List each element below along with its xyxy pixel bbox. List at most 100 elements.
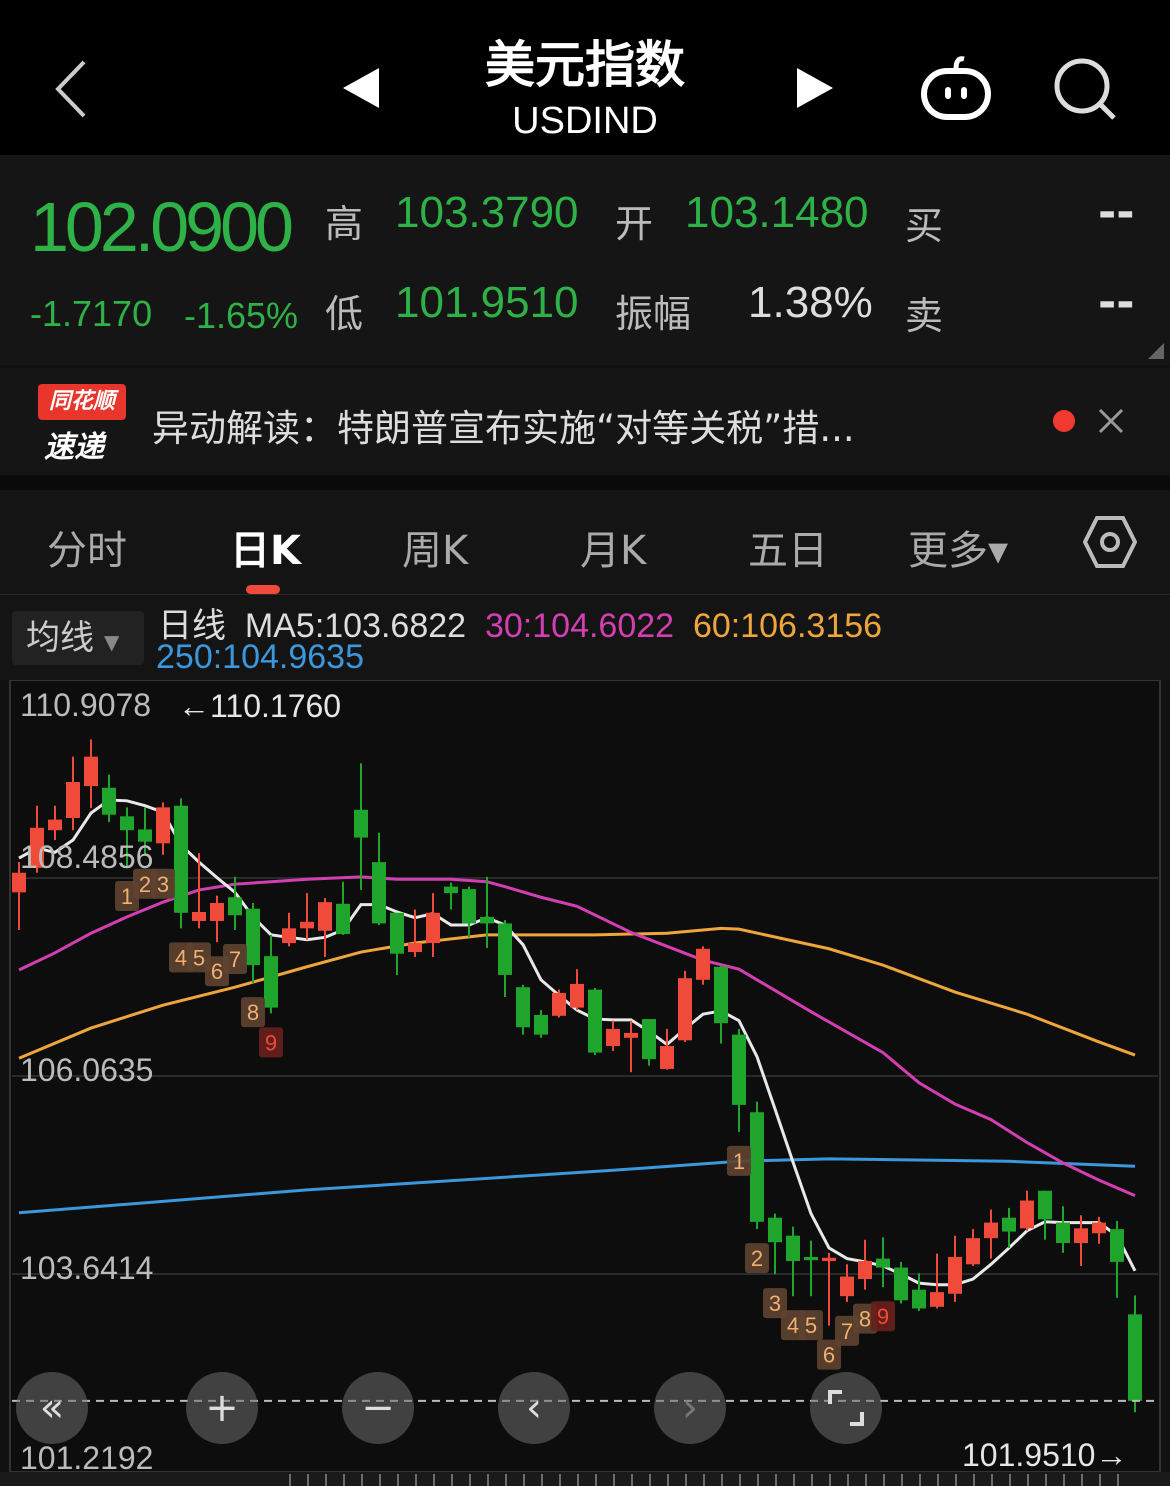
td-marker-box	[763, 1288, 787, 1319]
td-marker-label: 5	[805, 1313, 817, 1338]
robot-assistant-icon[interactable]	[918, 55, 994, 123]
candle-body	[966, 1238, 980, 1265]
candle-body	[714, 966, 728, 1024]
td-marker-box	[259, 1027, 283, 1058]
candle-body	[84, 756, 98, 787]
rewind-button[interactable]: «	[16, 1372, 88, 1444]
candle-body	[1074, 1228, 1088, 1244]
candle-body	[30, 827, 44, 868]
ma250-value: 250:104.9635	[156, 638, 364, 676]
ma-selector-label: 均线	[26, 618, 94, 658]
candle-body	[426, 912, 440, 944]
tab-daily-k[interactable]: 日K	[230, 528, 301, 574]
zoom-in-button[interactable]: +	[186, 1372, 258, 1444]
tab-five-day[interactable]: 五日	[748, 528, 828, 574]
candle-body	[660, 1046, 674, 1069]
ma30-value: 30:104.6022	[484, 607, 675, 645]
td-marker-label: 6	[823, 1343, 835, 1368]
td-marker-box	[151, 868, 175, 899]
candle-body	[786, 1235, 800, 1262]
candle-body	[588, 989, 602, 1053]
sell-label: 卖	[905, 294, 944, 338]
td-marker-box	[799, 1310, 823, 1341]
candle-body	[1038, 1190, 1052, 1220]
candle-body	[498, 923, 512, 975]
low-label: 低	[325, 292, 364, 336]
td-marker-label: 4	[787, 1313, 799, 1338]
candle-body	[516, 987, 530, 1028]
td-marker-box	[727, 1145, 751, 1176]
ma60-value: 60:106.3156	[692, 607, 883, 645]
news-ticker[interactable]: 同花顺 速递 异动解读：特朗普宣布实施“对等关税”措...	[0, 368, 1170, 475]
ma5-value: MA5:103.6822	[244, 607, 467, 645]
candle-body	[138, 829, 152, 842]
open-value: 103.1480	[685, 188, 869, 237]
scroll-right-icon: ›	[682, 1385, 698, 1431]
y-label-top: 110.9078	[20, 687, 151, 723]
td-marker-label: 2	[139, 872, 151, 897]
candle-body	[210, 902, 224, 921]
tab-monthly-k[interactable]: 月K	[580, 528, 647, 574]
scroll-right-button[interactable]: ›	[654, 1372, 726, 1444]
td-marker-label: 7	[841, 1319, 853, 1344]
candle-body	[732, 1034, 746, 1105]
candle-body	[192, 911, 206, 921]
ma-selector[interactable]: 均线 ▼	[12, 611, 144, 665]
period-tabs: 分时 日K 周K 月K 五日 更多▾	[0, 490, 1170, 595]
low-value: 101.9510	[395, 278, 579, 327]
settings-hex-icon[interactable]	[1083, 515, 1137, 569]
buy-value: --	[1098, 187, 1135, 238]
tab-intraday[interactable]: 分时	[47, 528, 127, 574]
search-icon[interactable]	[1052, 56, 1118, 122]
candle-body	[246, 908, 260, 966]
page-title: 美元指数	[485, 36, 685, 94]
prev-triangle-icon[interactable]	[343, 68, 379, 108]
scroll-left-button[interactable]: ‹	[498, 1372, 570, 1444]
candle-body	[174, 805, 188, 913]
min-low-label: 101.9510→	[962, 1437, 1127, 1473]
candle-body	[570, 983, 584, 1008]
candle-body	[840, 1276, 854, 1297]
td-marker-box	[817, 1339, 841, 1370]
candle-body	[12, 872, 26, 893]
sell-value: --	[1098, 277, 1135, 328]
expand-corner-icon[interactable]	[1148, 343, 1164, 359]
zoom-out-button[interactable]: −	[342, 1372, 414, 1444]
candle-body	[624, 1032, 638, 1038]
high-value: 103.3790	[395, 188, 579, 237]
td-marker-label: 9	[877, 1304, 889, 1329]
candle-body	[534, 1014, 548, 1035]
candle-body	[156, 807, 170, 844]
next-triangle-icon[interactable]	[797, 68, 833, 108]
candle-body	[282, 928, 296, 944]
candle-body	[228, 897, 242, 916]
news-headline[interactable]: 异动解读：特朗普宣布实施“对等关税”措...	[152, 407, 855, 450]
tab-weekly-k[interactable]: 周K	[402, 528, 469, 574]
candle-body	[984, 1222, 998, 1239]
candle-body	[300, 921, 314, 929]
td-marker-box	[871, 1301, 895, 1332]
tab-more[interactable]: 更多▾	[908, 528, 1009, 574]
news-logo-bottom: 速递	[44, 430, 104, 465]
candle-body	[372, 862, 386, 924]
td-marker-label: 5	[193, 945, 205, 970]
high-label: 高	[325, 202, 364, 246]
last-price: 102.0900	[30, 188, 294, 266]
candle-body	[1056, 1222, 1070, 1244]
candle-body	[480, 916, 494, 924]
td-marker-label: 8	[859, 1307, 871, 1332]
price-change-pct: -1.65%	[184, 295, 299, 336]
close-icon[interactable]	[1098, 408, 1124, 434]
y-label-3: 103.6414	[20, 1250, 153, 1286]
td-marker-label: 1	[733, 1149, 745, 1174]
back-chevron-icon[interactable]	[50, 58, 90, 120]
dropdown-arrow-icon: ▼	[104, 630, 120, 654]
candle-body	[1110, 1229, 1124, 1262]
zoom-in-icon: +	[205, 1385, 239, 1431]
fullscreen-button[interactable]	[810, 1372, 882, 1444]
amplitude-value: 1.38%	[748, 278, 873, 327]
quote-panel: 102.0900 -1.7170 -1.65% 高 103.3790 开 103…	[0, 155, 1170, 365]
candle-body	[606, 1028, 620, 1047]
candle-body	[642, 1019, 656, 1060]
